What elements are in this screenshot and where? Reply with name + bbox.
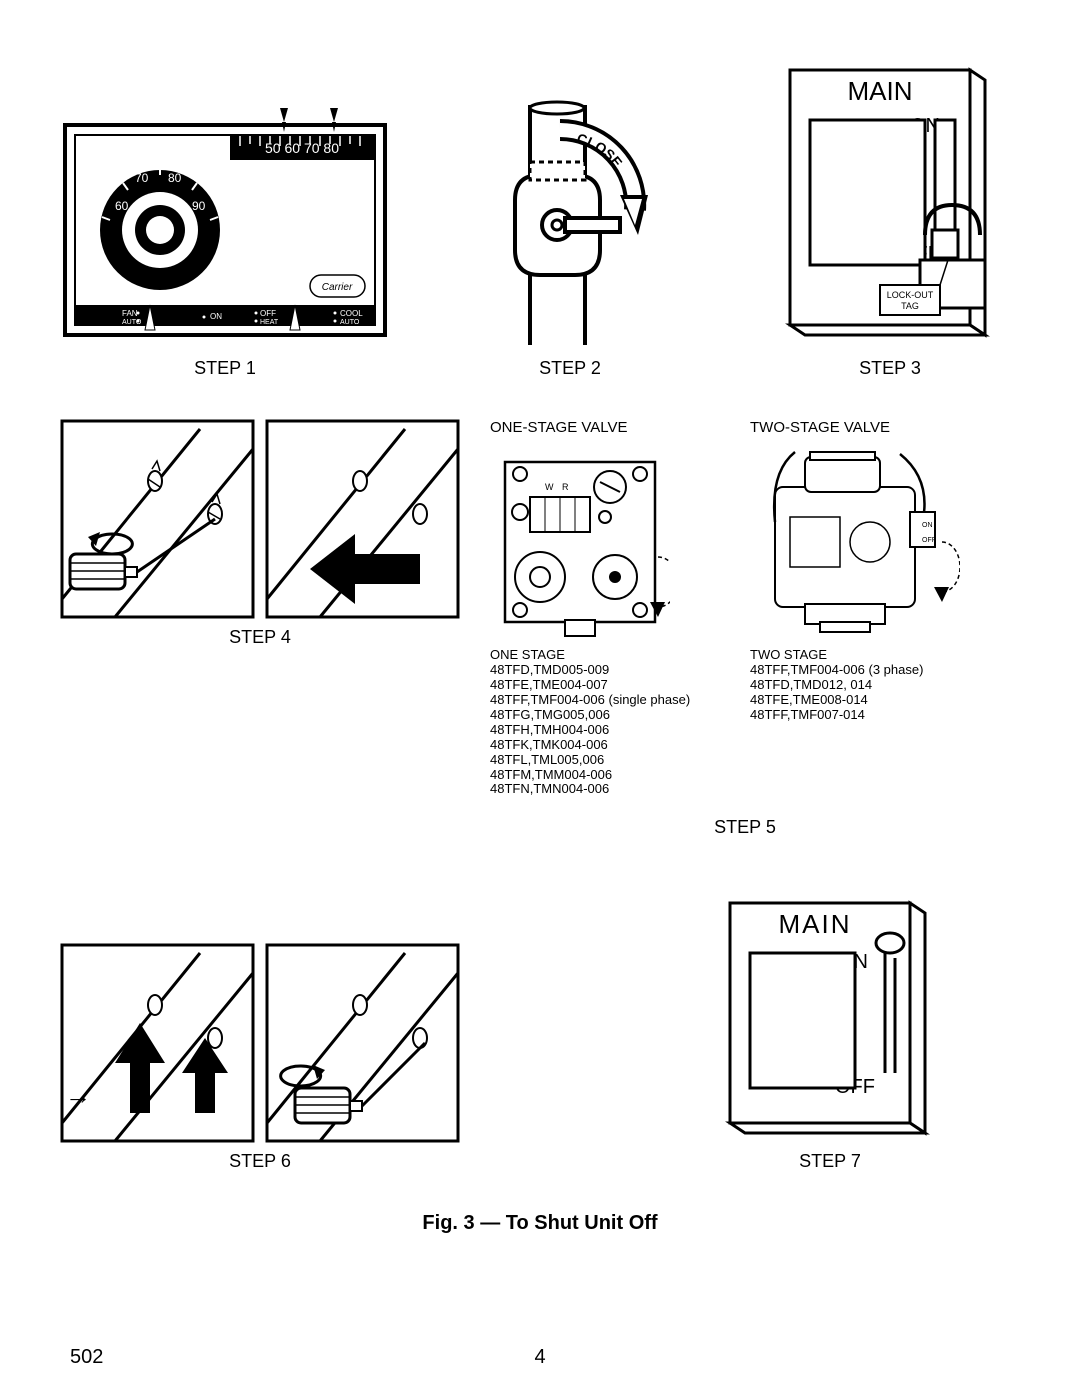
step4-right-diagram (265, 419, 460, 619)
footer-page-number: 4 (534, 1346, 545, 1369)
svg-text:MAIN: MAIN (848, 76, 913, 106)
revision-arrow: → (65, 1080, 91, 1111)
svg-text:OFF: OFF (260, 309, 276, 318)
row-2: STEP 4 ONE-STAGE VALVE (60, 419, 1020, 838)
two-stage-m0: 48TFF,TMF004-006 (3 phase) (750, 663, 990, 678)
valve-close-diagram: CLOSE (490, 100, 650, 350)
step-1-cell: 50 60 70 80 (60, 100, 390, 379)
one-stage-m2: 48TFF,TMF004-006 (single phase) (490, 693, 720, 708)
step-4-label: STEP 4 (229, 627, 291, 648)
two-stage-m2: 48TFE,TME008-014 (750, 693, 990, 708)
svg-text:LOCK-OUT: LOCK-OUT (887, 290, 934, 300)
svg-text:MAIN: MAIN (779, 909, 852, 939)
one-stage-m8: 48TFN,TMN004-006 (490, 782, 720, 797)
step6-left-diagram (60, 943, 255, 1143)
svg-text:TAG: TAG (901, 301, 919, 311)
svg-text:W: W (545, 482, 554, 492)
two-stage-valve-diagram: ON OFF (750, 442, 960, 642)
two-stage-head: TWO STAGE (750, 648, 990, 663)
row-1: 50 60 70 80 (60, 60, 1020, 379)
step-7-label: STEP 7 (799, 1151, 861, 1172)
thermostat-diagram: 50 60 70 80 (60, 100, 390, 350)
panel-lockout-diagram: MAIN ON OFF LOCK-OUT TAG (780, 60, 1000, 350)
step-3-label: STEP 3 (859, 358, 921, 379)
step4-left-diagram (60, 419, 255, 619)
step-5-cell: ONE-STAGE VALVE (490, 419, 1000, 838)
one-stage-m5: 48TFK,TMK004-006 (490, 738, 720, 753)
svg-text:60: 60 (115, 199, 129, 213)
step6-right-diagram (265, 943, 460, 1143)
one-stage-title: ONE-STAGE VALVE (490, 419, 720, 436)
svg-text:ON: ON (210, 312, 222, 321)
step-3-cell: MAIN ON OFF LOCK-OUT TAG STEP 3 (780, 60, 1000, 379)
step-7-cell: MAIN ON OFF STEP 7 (720, 893, 940, 1172)
svg-text:Carrier: Carrier (322, 282, 353, 293)
one-stage-m0: 48TFD,TMD005-009 (490, 663, 720, 678)
step-6-label: STEP 6 (229, 1151, 291, 1172)
svg-text:70: 70 (135, 171, 149, 185)
one-stage-m1: 48TFE,TME004-007 (490, 678, 720, 693)
svg-text:90: 90 (192, 199, 206, 213)
one-stage-head: ONE STAGE (490, 648, 720, 663)
two-stage-m1: 48TFD,TMD012, 014 (750, 678, 990, 693)
step-2-label: STEP 2 (539, 358, 601, 379)
page: 50 60 70 80 (0, 0, 1080, 1397)
one-stage-m4: 48TFH,TMH004-006 (490, 723, 720, 738)
svg-text:COOL: COOL (340, 309, 363, 318)
one-stage-m3: 48TFG,TMG005,006 (490, 708, 720, 723)
step-6-cell: STEP 6 (60, 943, 460, 1172)
svg-text:OFF: OFF (922, 537, 936, 544)
step-4-cell: STEP 4 (60, 419, 460, 648)
svg-text:R: R (562, 482, 569, 492)
figure-title: Fig. 3 — To Shut Unit Off (60, 1212, 1020, 1235)
svg-text:FAN: FAN (122, 309, 138, 318)
two-stage-m3: 48TFF,TMF007-014 (750, 708, 990, 723)
one-stage-m7: 48TFM,TMM004-006 (490, 768, 720, 783)
panel-on-diagram: MAIN ON OFF (720, 893, 940, 1143)
svg-text:50 60 70 80: 50 60 70 80 (265, 140, 339, 156)
footer-left: 502 (70, 1346, 103, 1369)
one-stage-valve-diagram: WR (490, 442, 670, 642)
two-stage-title: TWO-STAGE VALVE (750, 419, 990, 436)
step-1-label: STEP 1 (194, 358, 256, 379)
one-stage-m6: 48TFL,TML005,006 (490, 753, 720, 768)
svg-text:80: 80 (168, 171, 182, 185)
row-3: STEP 6 MAIN ON OFF STEP 7 (60, 893, 1020, 1172)
step-2-cell: CLOSE STEP 2 (480, 100, 660, 379)
svg-text:ON: ON (922, 522, 933, 529)
svg-text:HEAT: HEAT (260, 319, 279, 326)
step-5-label: STEP 5 (490, 817, 1000, 838)
svg-text:AUTO: AUTO (340, 319, 360, 326)
